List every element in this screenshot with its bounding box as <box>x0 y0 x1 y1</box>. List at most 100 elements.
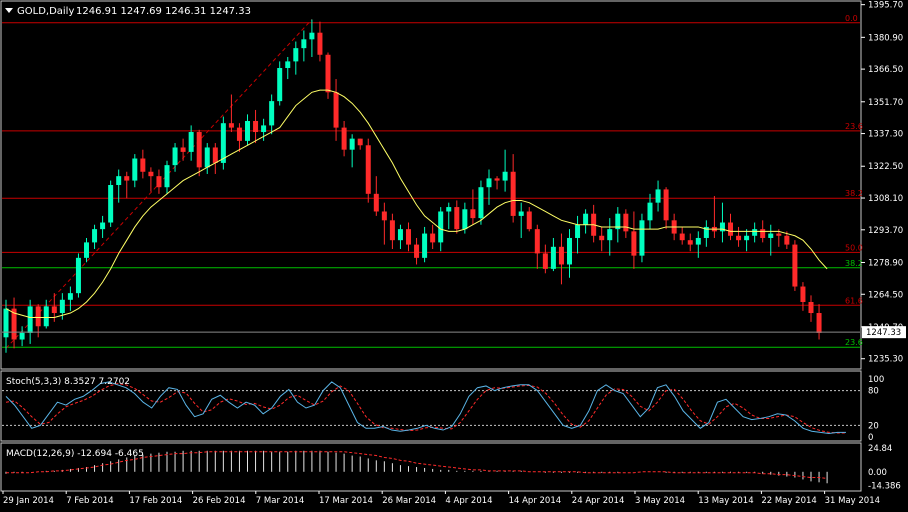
candle-50 <box>406 222 411 252</box>
candle-9 <box>75 253 81 298</box>
candle-40 <box>325 52 331 99</box>
current-price-label: 1247.33 <box>866 328 901 338</box>
candle-22 <box>180 138 186 161</box>
candle-49 <box>397 224 403 250</box>
candle-62 <box>502 149 508 192</box>
candle-67 <box>542 244 548 274</box>
candle-2 <box>19 326 25 347</box>
candle-41 <box>333 79 339 141</box>
stoch-tick-0: 100 <box>868 375 884 385</box>
price-tick-7: 1293.70 <box>868 226 903 236</box>
fib-label-4: 61.6 <box>845 296 863 305</box>
stoch-tick-1: 80 <box>868 387 879 397</box>
candle-79 <box>639 213 645 263</box>
price-tick-11: 1235.30 <box>868 355 903 365</box>
candle-51 <box>414 237 420 265</box>
candle-99 <box>800 282 806 311</box>
candle-32 <box>261 118 267 141</box>
candle-5 <box>43 299 49 329</box>
x-tick-5: 17 Mar 2014 <box>319 496 373 506</box>
candle-72 <box>583 209 589 234</box>
candle-17 <box>140 149 146 179</box>
candle-37 <box>301 30 307 62</box>
current-price-tag <box>862 326 906 339</box>
stoch-panel-frame <box>0 370 862 442</box>
x-tick-7: 4 Apr 2014 <box>445 496 492 506</box>
candle-34 <box>277 61 283 106</box>
candle-38 <box>309 19 315 57</box>
candle-46 <box>373 176 379 216</box>
candle-82 <box>663 187 669 230</box>
candle-25 <box>204 143 210 174</box>
candle-95 <box>768 224 774 256</box>
candle-27 <box>220 116 226 170</box>
candle-26 <box>212 143 218 174</box>
ma-line <box>5 89 828 318</box>
candle-75 <box>607 218 613 256</box>
candle-58 <box>470 189 476 225</box>
candle-101 <box>816 304 822 340</box>
candle-43 <box>349 134 355 168</box>
x-tick-6: 26 Mar 2014 <box>382 496 436 506</box>
candle-88 <box>711 196 717 238</box>
x-tick-11: 13 May 2014 <box>698 496 753 506</box>
candle-63 <box>510 154 516 223</box>
price-tick-8: 1278.90 <box>868 258 903 268</box>
candle-78 <box>631 211 637 269</box>
candle-30 <box>245 114 250 146</box>
candle-1 <box>11 297 17 349</box>
candle-3 <box>27 299 33 344</box>
candle-48 <box>389 213 395 250</box>
macd-tick-2: -14.386 <box>868 482 901 492</box>
candle-29 <box>236 123 242 152</box>
x-tick-0: 29 Jan 2014 <box>3 496 54 506</box>
candle-93 <box>752 222 758 243</box>
fib-label-1: 23.6 <box>845 122 863 131</box>
stoch-tick-2: 20 <box>868 421 879 431</box>
candle-68 <box>550 237 556 272</box>
candle-13 <box>108 180 114 227</box>
candle-0 <box>3 299 9 353</box>
x-tick-4: 7 Mar 2014 <box>256 496 304 506</box>
stoch-tick-3: 0 <box>868 433 873 443</box>
candle-19 <box>156 169 162 194</box>
candle-15 <box>124 171 130 199</box>
x-tick-12: 22 May 2014 <box>761 496 816 506</box>
candle-36 <box>293 41 299 75</box>
fib-label-0: 0.0 <box>845 14 858 23</box>
candle-47 <box>381 202 387 245</box>
macd-tick-1: 0.00 <box>868 468 887 478</box>
candle-21 <box>172 143 178 172</box>
candle-31 <box>253 109 259 144</box>
fib-label-3: 50.0 <box>845 243 863 252</box>
stochastic-lines <box>2 381 860 435</box>
candle-100 <box>808 295 814 322</box>
moving-average <box>5 89 828 318</box>
candle-85 <box>687 233 693 252</box>
candle-92 <box>744 229 750 252</box>
candle-91 <box>736 226 742 247</box>
stoch-main-line <box>5 381 846 435</box>
price-tick-1: 1380.90 <box>868 33 903 43</box>
fib-label-2: 38.2 <box>845 189 863 198</box>
candle-20 <box>164 160 170 194</box>
fib-label-6: 23.6 <box>845 338 863 347</box>
ohlc-values: 1246.91 1247.69 1246.31 1247.33 <box>76 6 251 17</box>
candle-16 <box>132 154 138 188</box>
dropdown-triangle-icon[interactable] <box>5 8 13 13</box>
candle-73 <box>591 204 597 243</box>
x-tick-13: 31 May 2014 <box>825 496 880 506</box>
candle-8 <box>67 286 73 311</box>
symbol-label: GOLD,Daily <box>17 6 74 17</box>
candles <box>3 19 822 353</box>
candle-45 <box>365 138 371 203</box>
candle-87 <box>703 220 709 247</box>
candle-56 <box>454 200 460 234</box>
x-tick-10: 3 May 2014 <box>635 496 685 506</box>
candle-86 <box>695 231 701 258</box>
price-panel-frame <box>0 0 862 370</box>
candle-65 <box>526 207 532 232</box>
price-tick-4: 1337.30 <box>868 130 903 140</box>
